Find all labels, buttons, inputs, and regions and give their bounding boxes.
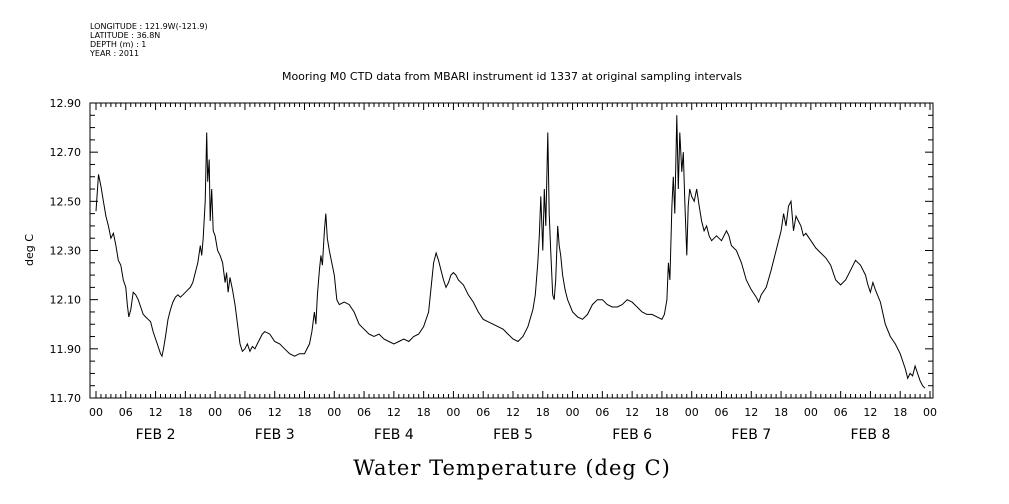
y-tick-label: 12.10 — [50, 294, 82, 307]
x-tick-label: 00 — [208, 406, 222, 419]
day-label: FEB 3 — [255, 427, 295, 443]
x-axis-label: Water Temperature (deg C) — [353, 456, 671, 480]
series-line-water-temperature — [95, 115, 926, 389]
x-tick-label: 18 — [893, 406, 907, 419]
x-tick-label: 18 — [417, 406, 431, 419]
x-tick-label: 18 — [298, 406, 312, 419]
x-tick-label: 00 — [327, 406, 341, 419]
chart-title: Mooring M0 CTD data from MBARI instrumen… — [282, 70, 742, 83]
metadata-block: LONGITUDE : 121.9W(-121.9) LATITUDE : 36… — [90, 22, 208, 58]
y-tick-labels: 11.70 11.90 12.10 12.30 12.50 12.70 12.90 — [50, 97, 82, 405]
day-label: FEB 7 — [731, 427, 771, 443]
x-tick-label: 18 — [655, 406, 669, 419]
x-tick-label: 00 — [566, 406, 580, 419]
day-label: FEB 5 — [493, 427, 533, 443]
x-tick-label: 18 — [178, 406, 192, 419]
latitude-label: LATITUDE : 36.8N — [90, 31, 161, 40]
x-tick-label: 06 — [834, 406, 848, 419]
y-tick-label: 12.50 — [50, 195, 82, 208]
y-tick-label: 12.70 — [50, 146, 82, 159]
x-tick-label: 00 — [89, 406, 103, 419]
y-tick-label: 12.90 — [50, 97, 82, 110]
x-tick-label: 06 — [119, 406, 133, 419]
plot-frame — [89, 102, 934, 399]
x-tick-label: 12 — [506, 406, 520, 419]
x-tick-label: 06 — [595, 406, 609, 419]
longitude-label: LONGITUDE : 121.9W(-121.9) — [90, 22, 208, 31]
x-tick-label: 18 — [536, 406, 550, 419]
y-axis-label: deg C — [23, 234, 36, 266]
x-tick-label: 00 — [685, 406, 699, 419]
axis-ticks — [90, 102, 933, 399]
x-tick-label: 06 — [476, 406, 490, 419]
y-tick-label: 12.30 — [50, 245, 82, 258]
x-tick-label: 06 — [715, 406, 729, 419]
day-labels: FEB 2 FEB 3 FEB 4 FEB 5 FEB 6 FEB 7 FEB 8 — [136, 427, 891, 443]
y-tick-label: 11.90 — [50, 343, 82, 356]
x-tick-label: 12 — [625, 406, 639, 419]
x-tick-label: 00 — [446, 406, 460, 419]
x-tick-label: 06 — [238, 406, 252, 419]
x-tick-label: 18 — [774, 406, 788, 419]
day-label: FEB 4 — [374, 427, 414, 443]
depth-label: DEPTH (m) : 1 — [90, 40, 147, 49]
day-label: FEB 8 — [850, 427, 890, 443]
x-tick-labels: 00 06 12 18 00 06 12 18 00 06 12 18 00 06 12 18 00 06 12 18… — [89, 406, 937, 419]
x-tick-label: 12 — [744, 406, 758, 419]
year-label: YEAR : 2011 — [90, 49, 140, 58]
x-tick-label: 12 — [268, 406, 282, 419]
x-tick-label: 00 — [923, 406, 937, 419]
day-label: FEB 6 — [612, 427, 652, 443]
y-tick-label: 11.70 — [50, 392, 82, 405]
x-tick-label: 00 — [804, 406, 818, 419]
x-tick-label: 12 — [387, 406, 401, 419]
x-tick-label: 06 — [357, 406, 371, 419]
day-label: FEB 2 — [136, 427, 176, 443]
x-tick-label: 12 — [149, 406, 163, 419]
x-tick-label: 12 — [863, 406, 877, 419]
